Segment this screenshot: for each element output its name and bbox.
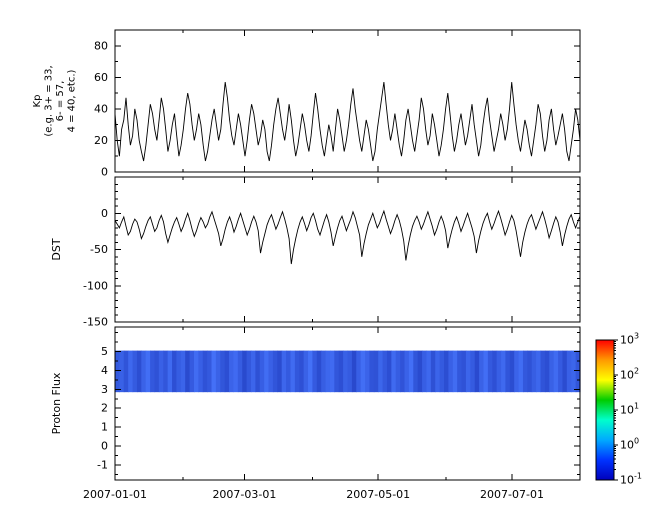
y-tick-label: 5 bbox=[101, 345, 108, 358]
y-tick-label: 3 bbox=[101, 383, 108, 396]
y-tick-label: 2 bbox=[101, 402, 108, 415]
y-tick-label: 60 bbox=[94, 71, 108, 84]
x-tick-label: 2007-03-01 bbox=[212, 488, 276, 501]
x-tick-label: 2007-07-01 bbox=[480, 488, 544, 501]
panel-border-dst bbox=[114, 176, 581, 323]
x-tick-label: 2007-05-01 bbox=[346, 488, 410, 501]
y-tick-label: 4 bbox=[101, 364, 108, 377]
colorbar-tick-label: 100 bbox=[620, 437, 639, 452]
panel-border-kp bbox=[114, 29, 581, 173]
colorbar-tick-label: 101 bbox=[620, 402, 639, 417]
colorbar-tick-label: 102 bbox=[620, 367, 639, 382]
x-tick-label: 2007-01-01 bbox=[83, 488, 147, 501]
panel-border-proton_flux bbox=[114, 326, 581, 481]
colorbar: 103 102 101 100 10-1 bbox=[595, 332, 642, 487]
y-tick-label: 80 bbox=[94, 39, 108, 52]
panel-proton_flux: -1 0 1 2 3 4 5 2007-01-01 2007-03-01 2007-05-01 20… bbox=[83, 326, 581, 501]
dst-series-line bbox=[114, 209, 581, 265]
y-tick-label: 0 bbox=[101, 166, 108, 179]
panel-kp: 0 20 40 60 80 bbox=[94, 29, 581, 179]
y-tick-label: -100 bbox=[83, 279, 108, 292]
y-tick-label: 40 bbox=[94, 102, 108, 115]
panel-dst: 0 -50 -100 -150 bbox=[83, 176, 581, 329]
svg-text:DST: DST bbox=[50, 238, 63, 260]
colorbar-tick-label: 10-1 bbox=[620, 472, 642, 487]
y-tick-label: 20 bbox=[94, 134, 108, 147]
kp-series-line bbox=[114, 82, 581, 162]
y-tick-label: 1 bbox=[101, 421, 108, 434]
proton-flux-band bbox=[115, 350, 581, 393]
y-tick-label: -150 bbox=[83, 316, 108, 329]
proton-axis-label: Proton Flux bbox=[50, 372, 63, 434]
y-tick-label: -1 bbox=[97, 458, 108, 471]
dst-axis-label: DST bbox=[50, 238, 63, 260]
svg-text:Proton Flux: Proton Flux bbox=[50, 372, 63, 434]
kp-axis-label: Kp(e.g. 3+ = 33,6- = 57,4 = 40, etc.) bbox=[32, 65, 78, 136]
y-tick-label: 0 bbox=[101, 440, 108, 453]
colorbar-tick-label: 103 bbox=[620, 332, 639, 347]
y-tick-label: 0 bbox=[101, 207, 108, 220]
svg-text:Kp(e.g. 3+ = 33,6- = 57,4 = 40: Kp(e.g. 3+ = 33,6- = 57,4 = 40, etc.) bbox=[32, 65, 78, 136]
y-tick-label: -50 bbox=[90, 243, 108, 256]
